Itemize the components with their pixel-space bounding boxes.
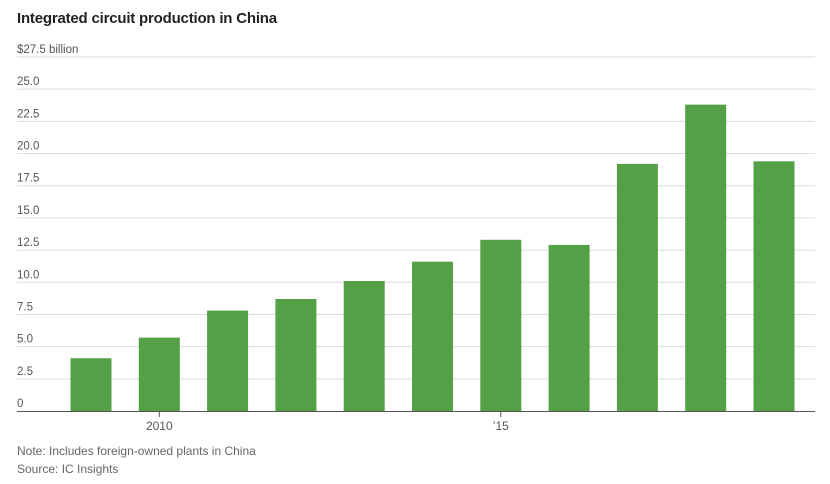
x-tick-label: ’15 <box>493 419 509 433</box>
y-tick-label: 0 <box>17 398 23 410</box>
bars <box>70 104 795 411</box>
chart-source: Source: IC Insights <box>17 462 119 476</box>
y-tick-label: 5.0 <box>17 334 33 346</box>
y-tick-label: 25.0 <box>17 76 39 88</box>
y-tick-label: 7.5 <box>17 301 33 313</box>
bar-2017 <box>616 163 658 411</box>
bar-2009 <box>70 358 112 411</box>
bar-2018 <box>685 104 727 411</box>
y-tick-label: 20.0 <box>17 141 39 153</box>
y-tick-label: 17.5 <box>17 173 39 185</box>
bar-2016 <box>548 244 590 411</box>
x-axis: 2010 ’15 <box>17 411 815 433</box>
chart-title: Integrated circuit production in China <box>17 10 277 27</box>
bar-2015 <box>480 239 522 411</box>
y-tick-label: 15.0 <box>17 205 39 217</box>
y-tick-label: $27.5 billion <box>17 44 78 56</box>
y-tick-label: 10.0 <box>17 269 39 281</box>
bar-2014 <box>412 261 453 411</box>
x-tick-label: 2010 <box>146 419 173 433</box>
bar-2012 <box>275 299 317 411</box>
bar-2019 <box>753 161 795 411</box>
bar-2010 <box>138 337 180 411</box>
bar-2011 <box>207 310 249 411</box>
y-tick-label: 12.5 <box>17 237 39 249</box>
bar-2013 <box>343 280 385 411</box>
y-tick-label: 2.5 <box>17 366 33 378</box>
y-tick-label: 22.5 <box>17 108 39 120</box>
chart-note: Note: Includes foreign-owned plants in C… <box>17 444 256 458</box>
